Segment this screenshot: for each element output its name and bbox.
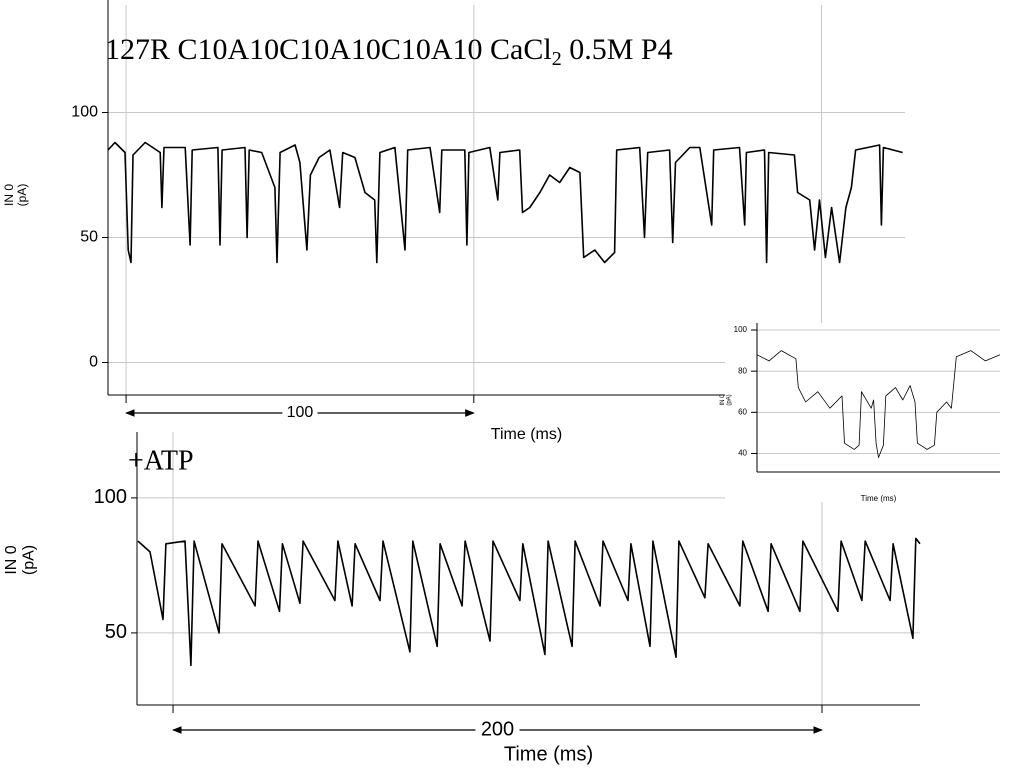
- x-axis-label: Time (ms): [861, 494, 897, 503]
- scale-bar-label-bg: [475, 718, 520, 742]
- title-text: 127R C10A10C10A10C10A10 CaCl: [105, 33, 552, 66]
- y-tick-label: 40: [738, 449, 747, 458]
- scale-bar-label-bg: [282, 403, 318, 423]
- scale-bar-label: 100: [287, 404, 314, 421]
- y-axis-label: IN 0(pA): [2, 184, 29, 207]
- y-axis-label-line: (pA): [15, 184, 29, 207]
- y-tick-label: 50: [80, 229, 98, 246]
- current-trace: [756, 350, 1001, 458]
- chart-title: 127R C10A10C10A10C10A10 CaCl2 0.5M P4: [105, 33, 673, 70]
- y-tick-label: 80: [738, 366, 747, 375]
- y-tick-label: 60: [738, 407, 747, 416]
- x-axis-label: Time (ms): [504, 743, 593, 765]
- y-axis-label-line: IN 0: [2, 184, 16, 206]
- y-axis-label-line: IN 0: [3, 545, 20, 574]
- y-tick-label: 0: [89, 354, 98, 371]
- y-axis-label-line: (pA): [21, 545, 38, 575]
- y-tick-label: 100: [71, 104, 98, 121]
- current-trace: [107, 141, 903, 264]
- y-tick-label: 50: [105, 621, 127, 643]
- y-axis-label-line: IN 0: [720, 394, 726, 406]
- title-text: 0.5M P4: [562, 33, 673, 66]
- y-axis-label: IN 0(pA): [3, 545, 38, 575]
- x-axis-label: Time (ms): [491, 426, 562, 443]
- current-trace: [137, 537, 921, 667]
- annotation: +ATP: [128, 445, 194, 476]
- scale-bar-label: 200: [481, 718, 514, 740]
- title-subscript: 2: [552, 48, 562, 70]
- y-tick-label: 100: [734, 325, 748, 334]
- y-axis-label: IN 0(pA): [720, 394, 733, 406]
- y-axis-label-line: (pA): [726, 394, 732, 405]
- y-tick-label: 100: [94, 486, 127, 508]
